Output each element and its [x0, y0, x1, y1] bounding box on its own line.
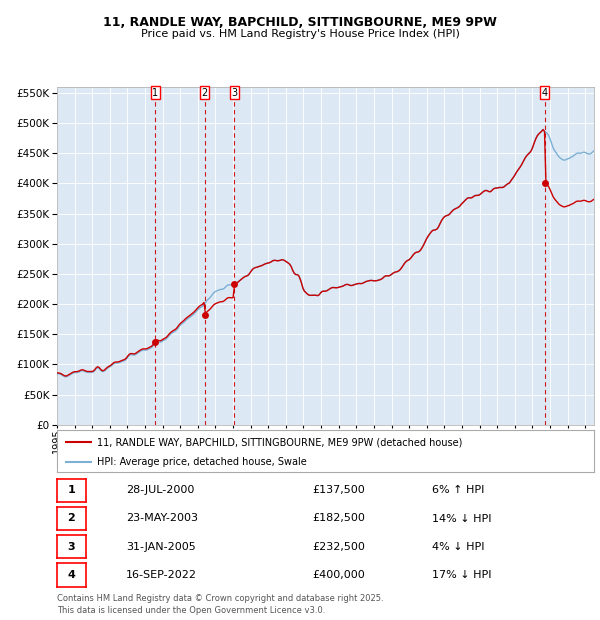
Text: 4: 4: [542, 88, 548, 98]
Text: £137,500: £137,500: [312, 485, 365, 495]
Text: £232,500: £232,500: [312, 542, 365, 552]
Text: 14% ↓ HPI: 14% ↓ HPI: [432, 513, 491, 523]
Text: £400,000: £400,000: [312, 570, 365, 580]
Text: 31-JAN-2005: 31-JAN-2005: [126, 542, 196, 552]
Text: 1: 1: [68, 485, 75, 495]
Text: 23-MAY-2003: 23-MAY-2003: [126, 513, 198, 523]
Text: £182,500: £182,500: [312, 513, 365, 523]
Text: 6% ↑ HPI: 6% ↑ HPI: [432, 485, 484, 495]
Text: 16-SEP-2022: 16-SEP-2022: [126, 570, 197, 580]
Text: 2: 2: [202, 88, 208, 98]
Text: 4: 4: [67, 570, 76, 580]
Text: 3: 3: [68, 542, 75, 552]
Text: 3: 3: [232, 88, 238, 98]
Text: Price paid vs. HM Land Registry's House Price Index (HPI): Price paid vs. HM Land Registry's House …: [140, 29, 460, 38]
Text: HPI: Average price, detached house, Swale: HPI: Average price, detached house, Swal…: [97, 457, 307, 467]
Text: 11, RANDLE WAY, BAPCHILD, SITTINGBOURNE, ME9 9PW: 11, RANDLE WAY, BAPCHILD, SITTINGBOURNE,…: [103, 16, 497, 29]
Text: 2: 2: [68, 513, 75, 523]
Text: 4% ↓ HPI: 4% ↓ HPI: [432, 542, 485, 552]
Text: Contains HM Land Registry data © Crown copyright and database right 2025.: Contains HM Land Registry data © Crown c…: [57, 594, 383, 603]
Text: This data is licensed under the Open Government Licence v3.0.: This data is licensed under the Open Gov…: [57, 606, 325, 616]
Text: 28-JUL-2000: 28-JUL-2000: [126, 485, 194, 495]
Text: 17% ↓ HPI: 17% ↓ HPI: [432, 570, 491, 580]
Text: 11, RANDLE WAY, BAPCHILD, SITTINGBOURNE, ME9 9PW (detached house): 11, RANDLE WAY, BAPCHILD, SITTINGBOURNE,…: [97, 437, 463, 447]
Text: 1: 1: [152, 88, 158, 98]
